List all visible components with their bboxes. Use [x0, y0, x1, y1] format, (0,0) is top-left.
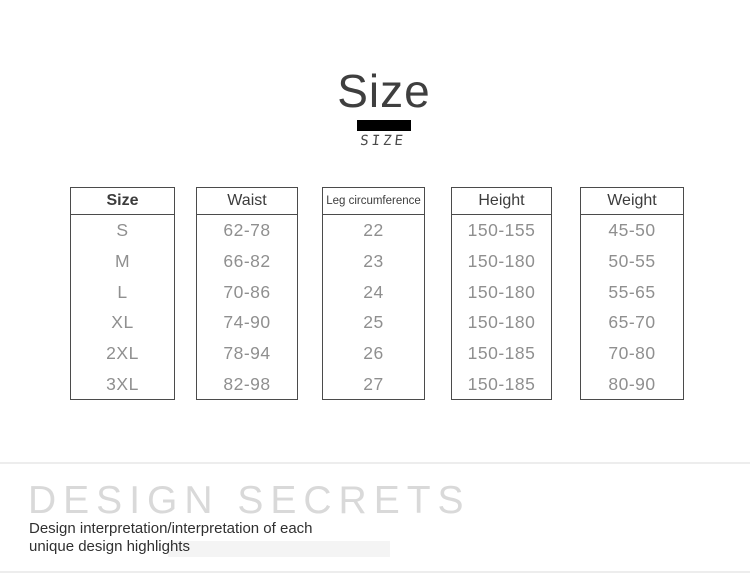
table-cell: 45-50	[608, 219, 656, 240]
waist-column-body: 62-78 66-82 70-86 74-90 78-94 82-98	[197, 215, 297, 400]
table-cell: L	[117, 281, 128, 302]
footer-caption-line2: unique design highlights	[29, 537, 190, 555]
table-cell: 150-180	[467, 312, 536, 333]
table-cell: 2XL	[106, 343, 139, 364]
table-cell: 24	[363, 281, 384, 302]
leg-circumference-column-header: Leg circumference	[323, 188, 424, 215]
title-script-label: SIZE	[359, 133, 407, 149]
table-cell: 50-55	[608, 250, 656, 271]
table-cell: 70-80	[608, 343, 656, 364]
table-cell: 150-185	[467, 374, 536, 395]
table-cell: 150-180	[467, 250, 536, 271]
weight-column: Weight 45-50 50-55 55-65 65-70 70-80 80-…	[580, 187, 684, 400]
height-column: Height 150-155 150-180 150-180 150-180 1…	[451, 187, 552, 400]
table-cell: 66-82	[223, 250, 271, 271]
table-cell: 62-78	[223, 219, 271, 240]
table-cell: 150-185	[467, 343, 536, 364]
table-cell: 65-70	[608, 312, 656, 333]
section-divider-bottom	[0, 571, 750, 573]
footer-caption-line1: Design interpretation/interpretation of …	[29, 520, 313, 537]
section-divider-top	[0, 462, 750, 464]
table-cell: 74-90	[223, 312, 271, 333]
waist-column-header: Waist	[197, 188, 297, 215]
size-column: Size S M L XL 2XL 3XL	[70, 187, 175, 400]
size-column-header: Size	[71, 188, 174, 215]
table-cell: 70-86	[223, 281, 271, 302]
height-column-body: 150-155 150-180 150-180 150-180 150-185 …	[452, 215, 551, 400]
leg-circumference-column: Leg circumference 22 23 24 25 26 27	[322, 187, 425, 400]
table-cell: 80-90	[608, 374, 656, 395]
height-column-header: Height	[452, 188, 551, 215]
table-cell: 25	[363, 312, 384, 333]
table-cell: M	[114, 250, 131, 271]
table-cell: 23	[363, 250, 384, 271]
table-cell: 26	[363, 343, 384, 364]
table-cell: 22	[363, 219, 384, 240]
weight-column-header: Weight	[581, 188, 683, 215]
weight-column-body: 45-50 50-55 55-65 65-70 70-80 80-90	[581, 215, 683, 400]
table-cell: 27	[363, 374, 384, 395]
table-cell: 78-94	[223, 343, 271, 364]
table-cell: S	[116, 219, 129, 240]
table-cell: 3XL	[106, 374, 139, 395]
footer-caption: Design interpretation/interpretation of …	[29, 520, 313, 555]
table-cell: 150-155	[467, 219, 536, 240]
leg-circumference-column-body: 22 23 24 25 26 27	[323, 215, 424, 400]
footer-heading: DESIGN SECRETS	[28, 479, 471, 522]
table-cell: 55-65	[608, 281, 656, 302]
title-accent-bar	[357, 120, 411, 131]
size-column-body: S M L XL 2XL 3XL	[71, 215, 174, 400]
size-table: Size S M L XL 2XL 3XL Waist 62-78 66-82 …	[0, 187, 750, 400]
page-title: Size	[337, 65, 431, 117]
table-cell: 82-98	[223, 374, 271, 395]
table-cell: XL	[111, 312, 134, 333]
table-cell: 150-180	[467, 281, 536, 302]
caption-highlight-patch	[168, 541, 390, 557]
waist-column: Waist 62-78 66-82 70-86 74-90 78-94 82-9…	[196, 187, 298, 400]
